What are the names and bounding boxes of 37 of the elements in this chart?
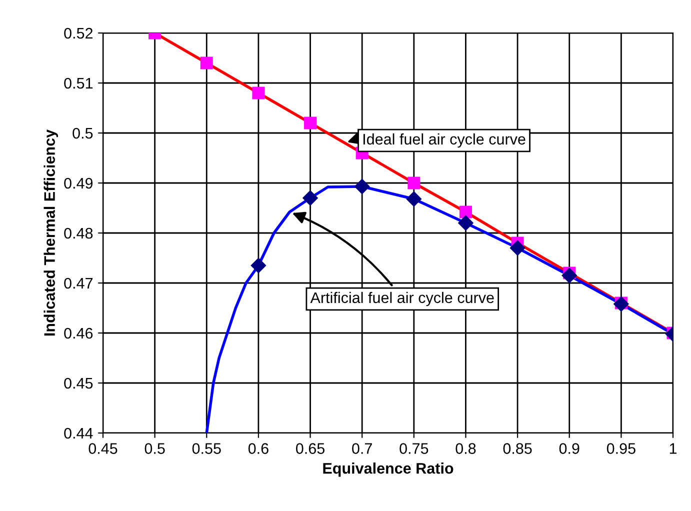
- y-tick-label: 0.46: [64, 328, 93, 339]
- x-tick-label: 0.85: [503, 443, 532, 454]
- point: [250, 258, 266, 274]
- x-tick-label: 0.95: [606, 443, 636, 454]
- y-tick-label: 0.44: [64, 428, 93, 439]
- point: [562, 268, 577, 284]
- x-tick-label: 0.65: [296, 443, 324, 454]
- point: [458, 215, 474, 231]
- x-tick-label: 0.6: [248, 443, 268, 454]
- y-tick-label: 0.5: [72, 128, 93, 139]
- point: [408, 176, 420, 190]
- x-tick-label: 0.9: [559, 443, 580, 454]
- x-tick-label: 0.45: [88, 443, 118, 454]
- point: [459, 206, 472, 218]
- y-tick-label: 0.51: [64, 78, 93, 89]
- point: [200, 56, 213, 70]
- point: [354, 178, 370, 194]
- y-tick-label: 0.47: [64, 278, 93, 289]
- y-tick-label: 0.52: [64, 28, 93, 39]
- point: [510, 240, 526, 256]
- x-tick-label: 1: [670, 443, 677, 454]
- point: [304, 116, 317, 130]
- point: [302, 190, 318, 206]
- annotation: Ideal fuel air cycle curve: [364, 133, 526, 148]
- y-tick-label: 0.49: [64, 178, 93, 189]
- y-axis-title: Indicated Thermal Efficiency: [44, 129, 58, 336]
- point: [406, 191, 422, 207]
- annotation: Artificial fuel air cycle curve: [310, 292, 494, 306]
- y-tick-label: 0.45: [64, 378, 93, 389]
- x-tick-label: 0.75: [400, 443, 428, 454]
- point: [252, 86, 265, 100]
- x-tick-label: 0.5: [144, 443, 165, 454]
- x-tick-label: 0.55: [192, 443, 221, 454]
- x-tick-label: 0.7: [352, 443, 372, 454]
- x-tick-label: 0.8: [456, 443, 476, 454]
- y-tick-label: 0.48: [64, 228, 93, 239]
- x-axis-title: Equivalence Ratio: [323, 462, 454, 477]
